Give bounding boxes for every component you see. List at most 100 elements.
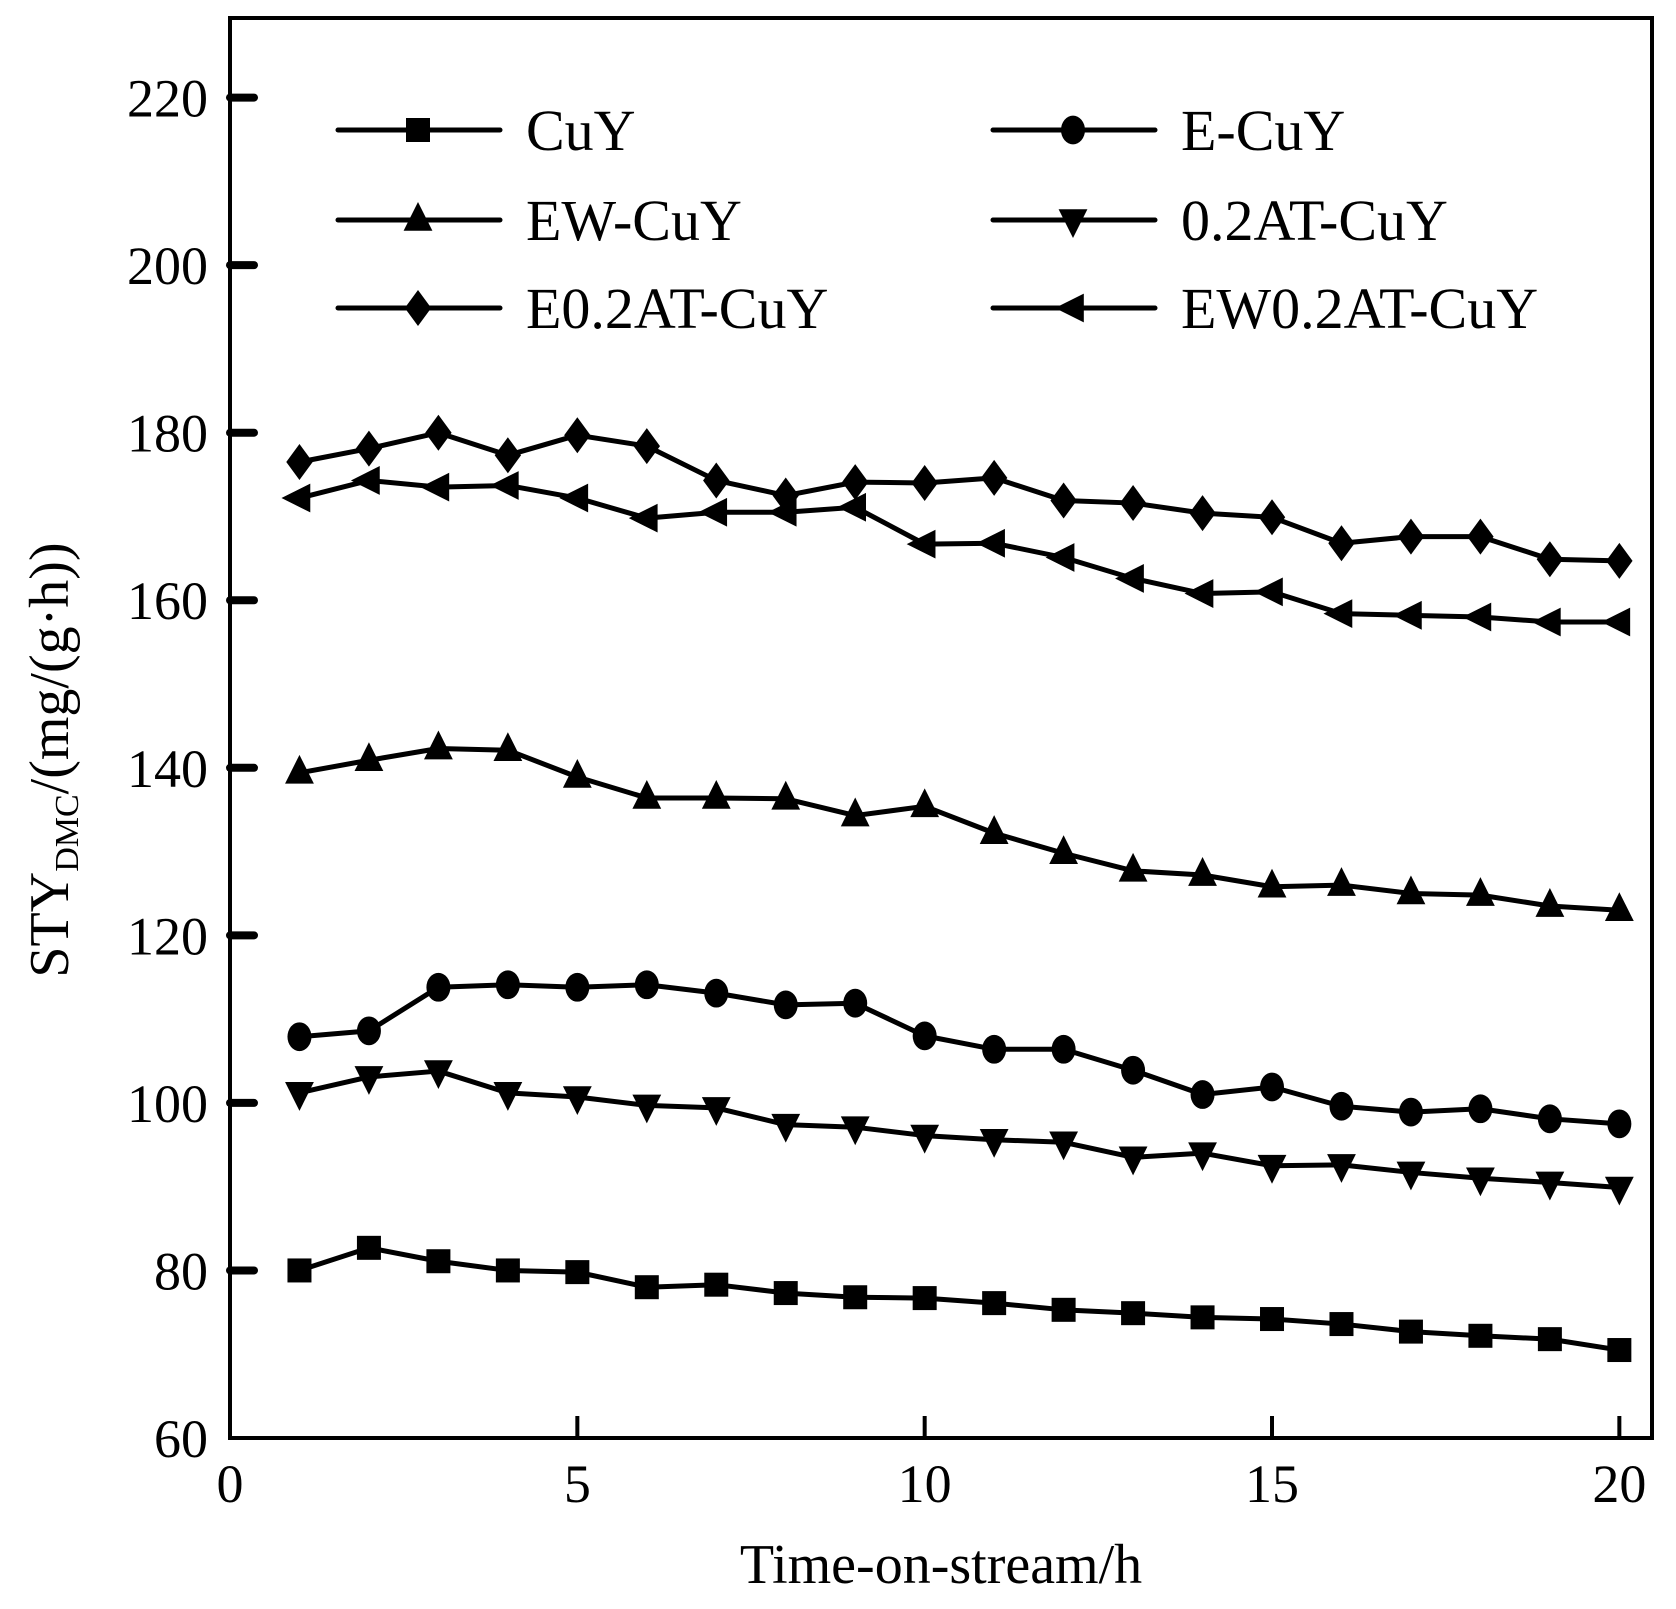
- data-point-triangle-left: [698, 497, 728, 527]
- data-point-square: [1121, 1301, 1146, 1326]
- data-point-triangle-up: [1118, 852, 1148, 882]
- data-point-triangle-down: [632, 1094, 662, 1124]
- data-point-triangle-left: [1323, 599, 1353, 629]
- data-point-triangle-down: [493, 1082, 523, 1111]
- data-point-triangle-down: [910, 1124, 940, 1154]
- data-point-diamond: [355, 430, 383, 467]
- data-point-square: [1190, 1305, 1215, 1330]
- y-tick-label: 120: [127, 906, 208, 966]
- data-point-square: [426, 1249, 451, 1274]
- data-point-circle: [356, 1016, 381, 1046]
- data-point-triangle-down: [1188, 1142, 1217, 1172]
- data-point-circle: [1607, 1109, 1632, 1139]
- data-point-circle: [843, 988, 868, 1018]
- data-point-diamond: [842, 464, 869, 501]
- data-point-triangle-up: [701, 779, 731, 809]
- data-point-triangle-left: [350, 466, 380, 495]
- data-point-diamond: [980, 459, 1008, 496]
- data-point-circle: [495, 970, 520, 1000]
- x-axis-label: Time-on-stream/h: [740, 1534, 1142, 1596]
- data-point-triangle-down: [840, 1116, 870, 1146]
- data-point-triangle-left: [1462, 602, 1492, 632]
- data-point-diamond: [911, 464, 938, 501]
- data-point-diamond: [1397, 518, 1425, 555]
- series-ew0-2at-cuy: [281, 466, 1631, 637]
- data-point-diamond: [1467, 518, 1494, 555]
- data-point-square: [287, 1258, 312, 1283]
- data-point-triangle-up: [1257, 868, 1287, 898]
- data-point-circle: [1260, 1072, 1285, 1102]
- y-axis-label-subscript: DMC: [49, 794, 86, 871]
- legend-item: 0.2AT-CuY: [990, 188, 1448, 253]
- axis-ticks: [226, 93, 1622, 1438]
- data-point-square: [843, 1285, 868, 1310]
- legend-item: EW0.2AT-CuY: [990, 276, 1538, 341]
- data-point-square: [704, 1272, 729, 1297]
- data-point-circle: [1468, 1094, 1493, 1124]
- data-point-diamond: [1536, 541, 1564, 578]
- data-point-square: [773, 1281, 798, 1306]
- data-point-triangle-left: [976, 528, 1005, 558]
- data-point-triangle-down: [424, 1060, 453, 1090]
- data-point-triangle-left: [1115, 564, 1144, 593]
- data-point-circle: [982, 1034, 1007, 1064]
- legend-label: 0.2AT-CuY: [1181, 188, 1448, 253]
- series-layer: [281, 414, 1634, 1363]
- series-0-2at-cuy: [285, 1060, 1634, 1206]
- data-point-triangle-down: [979, 1128, 1009, 1158]
- data-point-square: [1537, 1327, 1562, 1352]
- axis-tick-labels: 0 5 10 15 20 60 80 100 120 140 160 180 200 220: [127, 69, 1646, 1514]
- data-point-triangle-down: [562, 1086, 592, 1116]
- data-point-triangle-down: [1049, 1131, 1079, 1161]
- data-point-diamond: [1119, 485, 1147, 522]
- y-tick-label: 60: [154, 1409, 208, 1469]
- data-point-square: [1260, 1307, 1285, 1332]
- data-point-circle: [1051, 1034, 1076, 1064]
- data-point-triangle-down: [1257, 1154, 1287, 1184]
- data-point-circle: [704, 978, 729, 1008]
- data-point-square: [1051, 1297, 1076, 1322]
- series-e0-2at-cuy: [286, 414, 1633, 579]
- data-point-diamond: [633, 428, 661, 465]
- x-tick-label: 0: [217, 1454, 244, 1514]
- data-point-triangle-up: [979, 815, 1009, 844]
- x-tick-label: 15: [1245, 1454, 1299, 1514]
- data-point-triangle-left: [628, 503, 658, 533]
- legend-marker-circle: [1061, 115, 1085, 145]
- data-point-diamond: [494, 437, 522, 474]
- data-point-triangle-left: [906, 529, 936, 559]
- data-point-triangle-down: [1604, 1176, 1634, 1206]
- data-point-circle: [634, 970, 659, 1000]
- y-tick-label: 220: [127, 69, 208, 129]
- data-point-triangle-up: [1188, 857, 1217, 886]
- data-point-circle: [1121, 1055, 1146, 1085]
- series-e-cuy: [287, 970, 1632, 1139]
- data-point-triangle-up: [493, 732, 523, 762]
- data-point-diamond: [564, 417, 591, 454]
- data-point-diamond: [425, 414, 452, 451]
- legend-marker-triangle-down: [1058, 209, 1088, 238]
- data-point-circle: [773, 990, 798, 1020]
- legend-item: E-CuY: [990, 98, 1345, 163]
- data-point-triangle-down: [285, 1082, 314, 1111]
- data-point-diamond: [1258, 499, 1286, 536]
- legend-item: CuY: [335, 98, 636, 163]
- data-point-triangle-left: [489, 471, 519, 500]
- data-point-square: [1398, 1319, 1423, 1344]
- data-point-square: [634, 1275, 659, 1300]
- data-point-triangle-down: [1327, 1154, 1356, 1183]
- legend-marker-triangle-up: [403, 202, 433, 231]
- data-point-square: [1607, 1338, 1632, 1363]
- data-point-circle: [565, 972, 590, 1002]
- legend: CuY E-CuY EW-CuY 0.2AT-CuY E0.2AT-CuY EW0.2AT…: [335, 98, 1538, 341]
- data-point-square: [912, 1286, 937, 1311]
- data-point-triangle-up: [285, 754, 314, 784]
- data-point-square: [1329, 1312, 1354, 1337]
- data-point-triangle-left: [767, 497, 797, 527]
- data-point-square: [565, 1260, 590, 1285]
- data-point-diamond: [1189, 495, 1216, 532]
- data-point-triangle-left: [1254, 577, 1283, 607]
- data-point-triangle-up: [562, 759, 592, 788]
- data-point-triangle-up: [1327, 867, 1356, 896]
- data-point-triangle-left: [1184, 579, 1214, 608]
